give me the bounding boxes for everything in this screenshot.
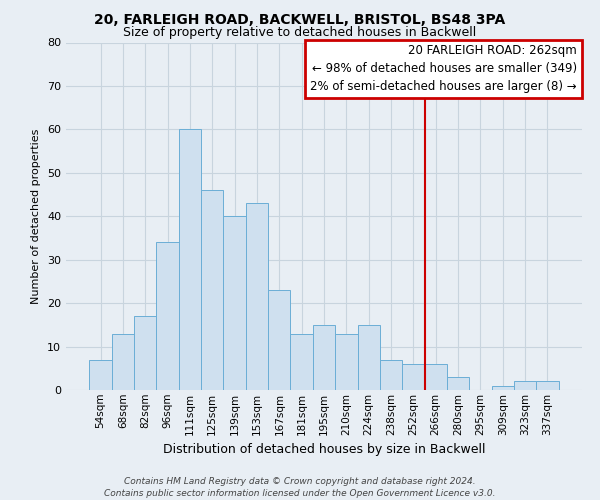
Bar — [201, 190, 223, 390]
Bar — [134, 316, 157, 390]
Bar — [402, 364, 425, 390]
Y-axis label: Number of detached properties: Number of detached properties — [31, 128, 41, 304]
Text: Contains HM Land Registry data © Crown copyright and database right 2024.
Contai: Contains HM Land Registry data © Crown c… — [104, 476, 496, 498]
Bar — [536, 382, 559, 390]
Bar — [290, 334, 313, 390]
Bar — [89, 360, 112, 390]
Text: 20, FARLEIGH ROAD, BACKWELL, BRISTOL, BS48 3PA: 20, FARLEIGH ROAD, BACKWELL, BRISTOL, BS… — [94, 12, 506, 26]
Bar — [335, 334, 358, 390]
Bar — [157, 242, 179, 390]
Text: Size of property relative to detached houses in Backwell: Size of property relative to detached ho… — [124, 26, 476, 39]
Bar — [491, 386, 514, 390]
X-axis label: Distribution of detached houses by size in Backwell: Distribution of detached houses by size … — [163, 443, 485, 456]
Bar — [313, 325, 335, 390]
Bar — [514, 382, 536, 390]
Bar — [112, 334, 134, 390]
Bar — [246, 203, 268, 390]
Text: 20 FARLEIGH ROAD: 262sqm
← 98% of detached houses are smaller (349)
2% of semi-d: 20 FARLEIGH ROAD: 262sqm ← 98% of detach… — [310, 44, 577, 93]
Bar — [223, 216, 246, 390]
Bar — [425, 364, 447, 390]
Bar — [268, 290, 290, 390]
Bar — [358, 325, 380, 390]
Bar — [380, 360, 402, 390]
Bar — [447, 377, 469, 390]
Bar — [179, 130, 201, 390]
